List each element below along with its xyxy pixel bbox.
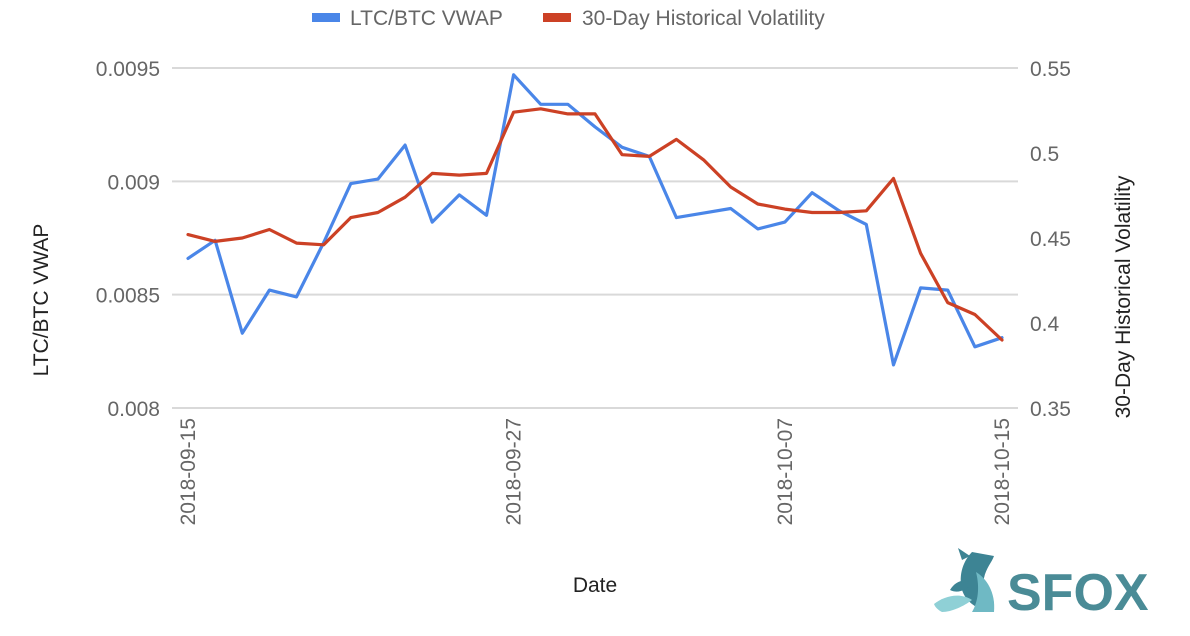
right-axis-ticks: 0.55 0.5 0.45 0.4 0.35 bbox=[1030, 58, 1071, 421]
x-axis-ticks: 2018-09-15 2018-09-27 2018-10-07 2018-10-15 bbox=[177, 418, 1014, 525]
y-right-tick-label: 0.4 bbox=[1030, 313, 1060, 336]
sfox-logo: SFOX bbox=[934, 548, 1149, 622]
fox-logo-icon bbox=[934, 548, 995, 612]
y-right-tick-label: 0.55 bbox=[1030, 58, 1071, 81]
y-right-tick-label: 0.45 bbox=[1030, 228, 1071, 251]
legend-label-volatility: 30-Day Historical Volatility bbox=[582, 7, 825, 30]
legend-label-vwap: LTC/BTC VWAP bbox=[350, 7, 503, 30]
series-lines bbox=[186, 73, 1004, 367]
left-axis-ticks: 0.0095 0.009 0.0085 0.008 bbox=[96, 58, 160, 421]
x-tick-label: 2018-09-15 bbox=[177, 418, 200, 525]
series-line-volatility bbox=[186, 107, 1004, 342]
x-tick-label: 2018-10-07 bbox=[774, 418, 797, 525]
y-axis-left-title: LTC/BTC VWAP bbox=[30, 224, 53, 377]
y-left-tick-label: 0.009 bbox=[107, 171, 160, 194]
y-left-tick-label: 0.0095 bbox=[96, 58, 160, 81]
grid-lines bbox=[172, 67, 1018, 409]
legend: LTC/BTC VWAP 30-Day Historical Volatilit… bbox=[312, 7, 825, 30]
y-right-tick-label: 0.35 bbox=[1030, 398, 1071, 421]
logo-wordmark: SFOX bbox=[1007, 564, 1149, 622]
legend-swatch-volatility bbox=[543, 13, 571, 22]
y-right-tick-label: 0.5 bbox=[1030, 143, 1059, 166]
x-tick-label: 2018-09-27 bbox=[503, 418, 526, 525]
x-axis-title: Date bbox=[573, 574, 617, 597]
y-left-tick-label: 0.0085 bbox=[96, 285, 160, 308]
legend-swatch-vwap bbox=[312, 13, 340, 22]
series-line-vwap bbox=[186, 73, 1004, 367]
y-left-tick-label: 0.008 bbox=[107, 398, 160, 421]
y-axis-right-title: 30-Day Historical Volatility bbox=[1112, 175, 1135, 418]
x-tick-label: 2018-10-15 bbox=[991, 418, 1014, 525]
